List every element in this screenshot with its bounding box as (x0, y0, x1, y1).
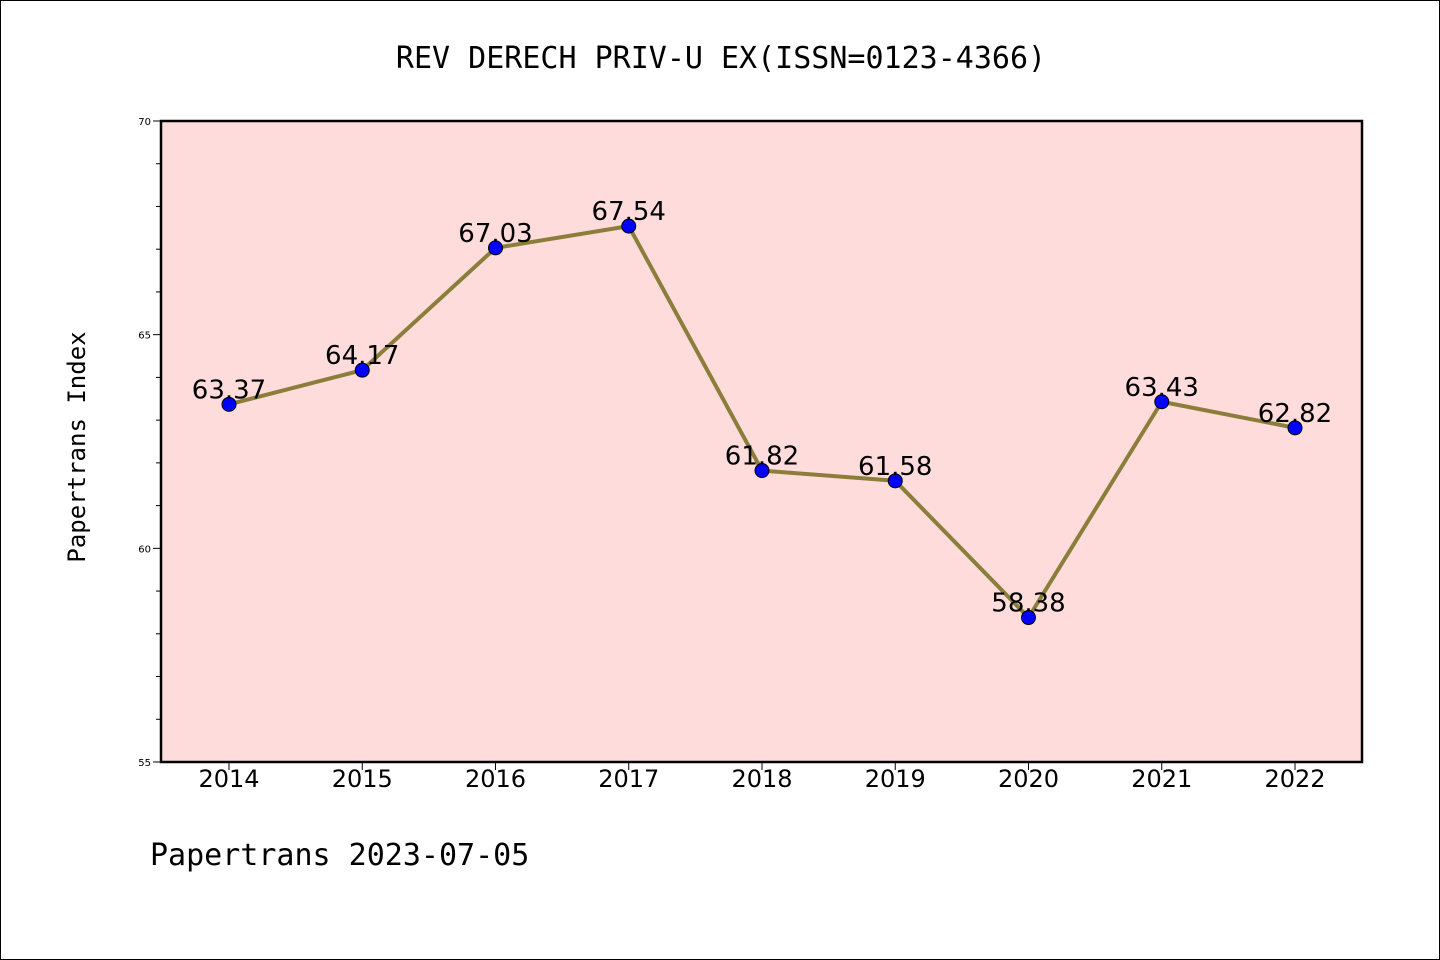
data-label: 67.54 (592, 197, 666, 227)
y-tick-label: 70 (138, 117, 151, 128)
data-point (221, 396, 237, 412)
footer-credit: Papertrans 2023-07-05 (150, 838, 529, 873)
plot-frame (159, 119, 1364, 764)
data-label: 62.82 (1258, 399, 1332, 429)
x-tick-label: 2014 (198, 765, 259, 793)
data-point (887, 473, 903, 489)
plot-area (161, 121, 1362, 762)
data-points (221, 218, 1303, 626)
data-label: 58.38 (991, 589, 1065, 619)
data-point (1021, 610, 1036, 626)
y-tick-label: 60 (138, 544, 151, 555)
x-tick-label: 2016 (465, 765, 526, 793)
data-point (488, 240, 503, 256)
data-label: 63.37 (192, 375, 266, 405)
data-point (354, 362, 370, 378)
y-tick-label: 55 (138, 758, 151, 769)
data-label: 61.58 (858, 452, 932, 482)
x-tick-label: 2022 (1264, 765, 1325, 793)
x-tick-label: 2019 (865, 765, 926, 793)
y-axis-label: Papertrans Index (63, 331, 91, 562)
data-label: 64.17 (325, 341, 399, 371)
x-tick-label: 2018 (731, 765, 792, 793)
data-point (1154, 394, 1170, 410)
data-point (1287, 420, 1303, 436)
axis-ticks: 55 60 65 70 2014 2015 2016 2017 2018 2019 2020 2021… (138, 117, 1325, 793)
data-point (621, 218, 637, 234)
y-tick-label: 65 (138, 331, 151, 342)
data-label: 67.03 (458, 219, 532, 249)
data-label: 61.82 (725, 442, 799, 472)
data-point (754, 463, 770, 479)
x-tick-label: 2017 (598, 765, 659, 793)
x-tick-label: 2020 (998, 765, 1059, 793)
data-label: 63.43 (1125, 373, 1199, 403)
x-tick-label: 2021 (1131, 765, 1192, 793)
data-labels: 63.37 64.17 67.03 67.54 61.82 61.58 58.38 63.43… (192, 197, 1332, 618)
x-tick-label: 2015 (332, 765, 393, 793)
chart-title: REV DERECH PRIV-U EX(ISSN=0123-4366) (396, 41, 1046, 76)
